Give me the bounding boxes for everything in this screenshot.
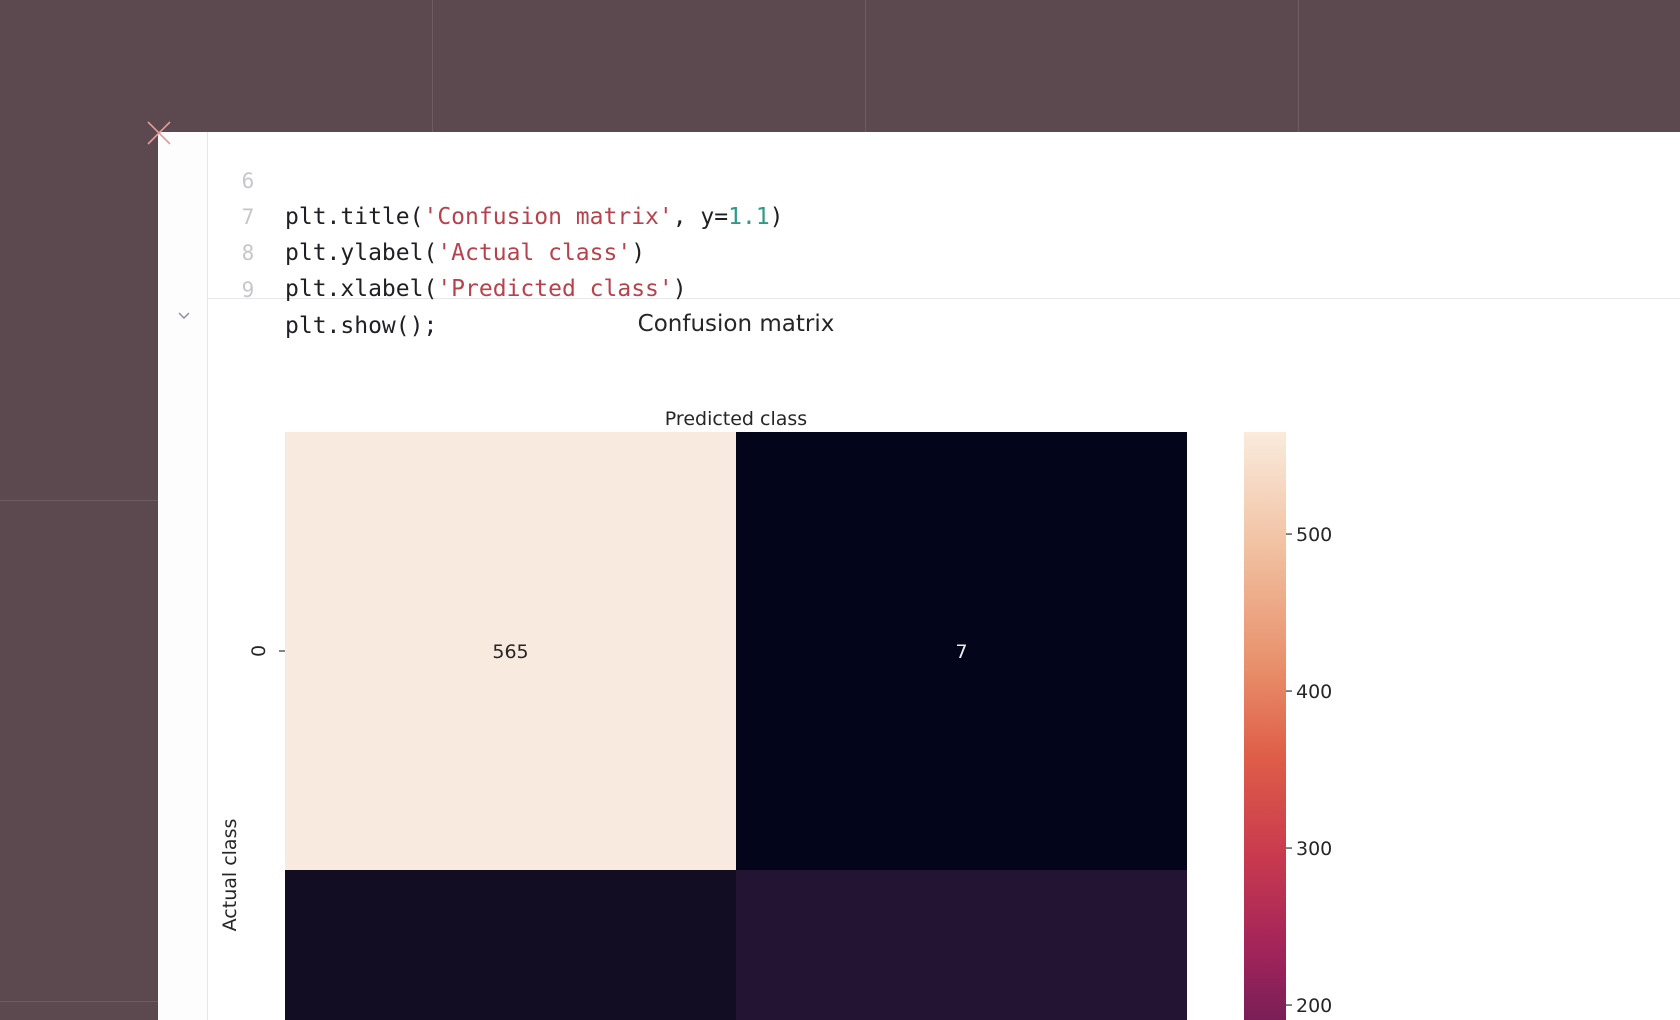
- heatmap-cell: [285, 432, 736, 870]
- cell-value-label: 565: [492, 641, 528, 663]
- code-line: 9 plt.show();: [208, 236, 1108, 339]
- grid-line: [865, 0, 866, 132]
- code-line: 6 plt.title('Confusion matrix', y=1.1): [208, 127, 1108, 230]
- grid-line: [0, 500, 158, 501]
- grid-line: [1298, 0, 1299, 132]
- code-text: plt.xlabel('Predicted class'): [285, 276, 687, 302]
- colorbar-tick-label: 500: [1296, 524, 1332, 546]
- line-number: 6: [241, 169, 255, 193]
- code-text: plt.ylabel('Actual class'): [285, 240, 646, 266]
- code-line: 8 plt.xlabel('Predicted class'): [208, 199, 1108, 302]
- close-x-icon[interactable]: [146, 120, 172, 146]
- grid-line: [432, 0, 433, 132]
- grid-line: [0, 1001, 158, 1002]
- confusion-matrix-heatmap: 565 7 Confusion matrix Predicted class Actua…: [219, 311, 1332, 1020]
- colorbar-tick-label: 400: [1296, 681, 1332, 703]
- chevron-down-icon[interactable]: [176, 308, 192, 324]
- heatmap-cell: [736, 432, 1187, 870]
- x-axis-label: Predicted class: [665, 408, 807, 430]
- colorbar-tick-label: 300: [1296, 838, 1332, 860]
- code-editor[interactable]: 6 plt.title('Confusion matrix', y=1.1) 7…: [208, 132, 1680, 339]
- y-axis-label: Actual class: [219, 819, 241, 932]
- heatmap-cell: [285, 870, 736, 1020]
- cell-gutter: [158, 132, 208, 1020]
- cell-value-label: 7: [955, 641, 967, 663]
- line-number: 9: [241, 278, 255, 302]
- y-tick-label: 0: [248, 645, 270, 657]
- colorbar: [1244, 432, 1286, 1020]
- line-number: 7: [241, 205, 255, 229]
- notebook-cell: 6 plt.title('Confusion matrix', y=1.1) 7…: [158, 132, 1680, 1020]
- heatmap-cell: [736, 870, 1187, 1020]
- chart-title: Confusion matrix: [638, 311, 835, 337]
- code-text: plt.title('Confusion matrix', y=1.1): [285, 204, 784, 230]
- code-line: 7 plt.ylabel('Actual class'): [208, 163, 1108, 266]
- line-number: 8: [241, 241, 255, 265]
- cell-output: 565 7 Confusion matrix Predicted class Actua…: [208, 299, 1680, 1020]
- colorbar-tick-label: 200: [1296, 995, 1332, 1017]
- code-text: plt.show();: [285, 313, 438, 339]
